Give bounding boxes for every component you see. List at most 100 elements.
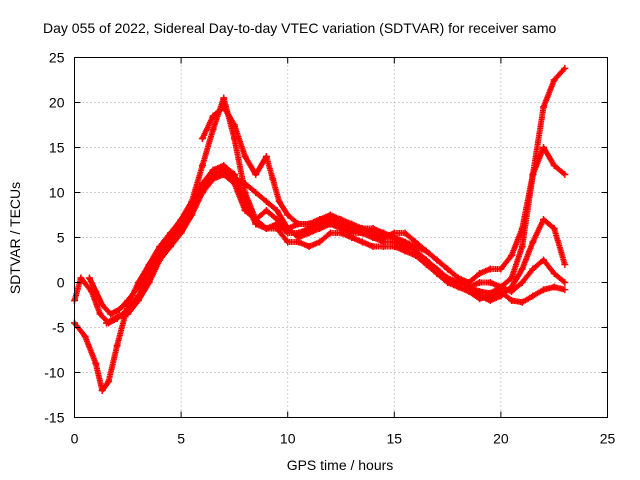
data-point: [198, 135, 206, 142]
data-point: [105, 378, 113, 385]
data-point: [134, 283, 142, 291]
data-point: [269, 175, 277, 183]
data-point: [508, 288, 516, 295]
data-point: [337, 229, 345, 237]
data-point: [454, 283, 462, 291]
data-point: [508, 297, 516, 304]
x-tick-label: 15: [387, 431, 403, 447]
data-point: [337, 220, 345, 228]
data-point: [230, 180, 238, 187]
data-point: [401, 238, 409, 246]
data-point: [433, 270, 441, 277]
data-point: [230, 171, 238, 178]
data-point: [508, 274, 516, 282]
y-tick-label: 0: [57, 275, 65, 291]
data-point: [81, 333, 89, 340]
data-point: [305, 220, 313, 228]
data-point: [348, 234, 356, 241]
data-point: [275, 198, 283, 205]
data-point: [529, 171, 537, 178]
y-tick-label: 15: [49, 140, 65, 156]
data-point: [156, 247, 164, 255]
data-point: [156, 256, 164, 264]
data-point: [262, 225, 270, 232]
data-point: [252, 189, 260, 196]
data-point: [358, 238, 366, 246]
data-point: [561, 171, 569, 178]
data-point: [241, 180, 249, 187]
data-point: [540, 103, 548, 111]
data-point: [230, 121, 238, 129]
data-point: [316, 225, 324, 232]
data-point: [316, 238, 324, 246]
data-point: [209, 175, 217, 183]
series-sat-e: [198, 103, 441, 277]
data-point: [454, 274, 462, 282]
data-point: [326, 220, 334, 228]
data-point: [529, 292, 537, 300]
data-point: [124, 310, 132, 318]
data-point: [305, 229, 313, 237]
data-point: [486, 265, 494, 273]
data-point: [518, 243, 526, 250]
data-point: [220, 171, 228, 178]
data-point: [145, 265, 153, 273]
data-point: [316, 216, 324, 223]
data-point: [465, 283, 473, 291]
y-tick-label: -5: [52, 320, 65, 336]
x-axis-ticks: 0 5 10 15 20 25: [71, 57, 616, 447]
data-point: [540, 256, 548, 264]
data-point: [412, 247, 420, 255]
data-point: [369, 225, 377, 232]
data-point: [433, 256, 441, 264]
data-point: [113, 342, 121, 349]
data-point: [107, 310, 115, 318]
data-point: [422, 247, 430, 255]
data-point: [145, 279, 153, 286]
data-point: [380, 229, 388, 237]
data-point: [529, 265, 537, 273]
x-tick-label: 20: [493, 431, 509, 447]
data-point: [540, 216, 548, 223]
data-point: [518, 298, 526, 306]
data-point: [518, 265, 526, 273]
data-point: [284, 211, 292, 219]
data-point: [486, 292, 494, 300]
y-axis-ticks: -15 -10 -5 0 5 10 15 20 25: [44, 50, 608, 426]
data-point: [561, 64, 569, 72]
data-point: [241, 207, 249, 214]
data-point: [98, 301, 106, 309]
data-point: [305, 243, 313, 250]
x-tick-label: 0: [71, 431, 79, 447]
data-point: [262, 153, 270, 160]
y-tick-label: 25: [49, 50, 65, 66]
data-point: [241, 153, 249, 160]
data-point: [444, 279, 452, 286]
data-point: [326, 211, 334, 219]
data-point: [252, 216, 260, 223]
data-point: [198, 189, 206, 196]
data-point: [273, 207, 281, 214]
data-point: [550, 225, 558, 232]
data-point: [540, 144, 548, 151]
data-point: [358, 225, 366, 232]
x-tick-label: 5: [177, 431, 185, 447]
x-tick-label: 10: [280, 431, 296, 447]
data-point: [540, 286, 548, 294]
data-point: [550, 76, 558, 84]
x-axis-label: GPS time / hours: [287, 457, 394, 473]
data-point: [561, 279, 569, 286]
data-point: [348, 225, 356, 232]
y-tick-label: 10: [49, 185, 65, 201]
data-point: [284, 225, 292, 232]
data-point: [198, 162, 206, 169]
data-point: [294, 238, 302, 246]
x-tick-label: 25: [600, 431, 616, 447]
data-point: [476, 295, 484, 303]
data-point: [497, 283, 505, 291]
data-point: [550, 270, 558, 277]
data-point: [561, 286, 569, 294]
data-point: [561, 261, 569, 268]
data-point: [380, 243, 388, 250]
